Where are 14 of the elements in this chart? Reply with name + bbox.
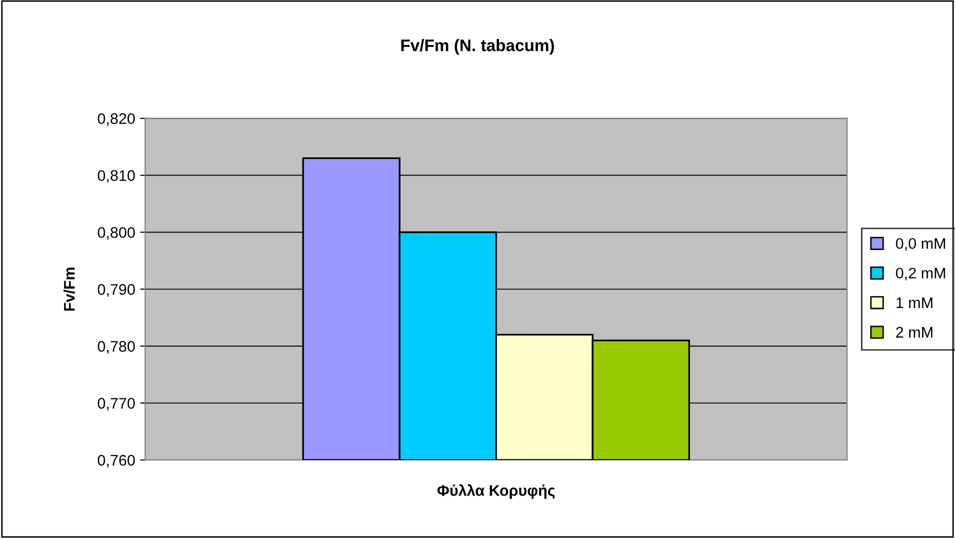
y-tick-label: 0,790 [98, 284, 135, 297]
legend-label: 1 mM [896, 297, 932, 308]
chart-title: Fv/Fm (N. tabacum) [401, 39, 554, 55]
x-axis-title: Φύλλα Κορυφής [437, 484, 555, 499]
y-tick-label: 0,770 [98, 398, 135, 411]
y-axis-title: Fv/Fm [64, 268, 75, 311]
y-tick-label: 0,820 [98, 113, 135, 126]
legend-label: 0,2 mM [896, 268, 946, 280]
y-tick-label: 0,800 [98, 227, 135, 240]
y-tick-label: 0,810 [98, 170, 135, 183]
legend-label: 2 mM [896, 326, 932, 338]
legend-label: 0,0 mM [896, 238, 946, 251]
y-tick-label: 0,760 [98, 454, 135, 468]
y-tick-label: 0,780 [98, 340, 135, 354]
